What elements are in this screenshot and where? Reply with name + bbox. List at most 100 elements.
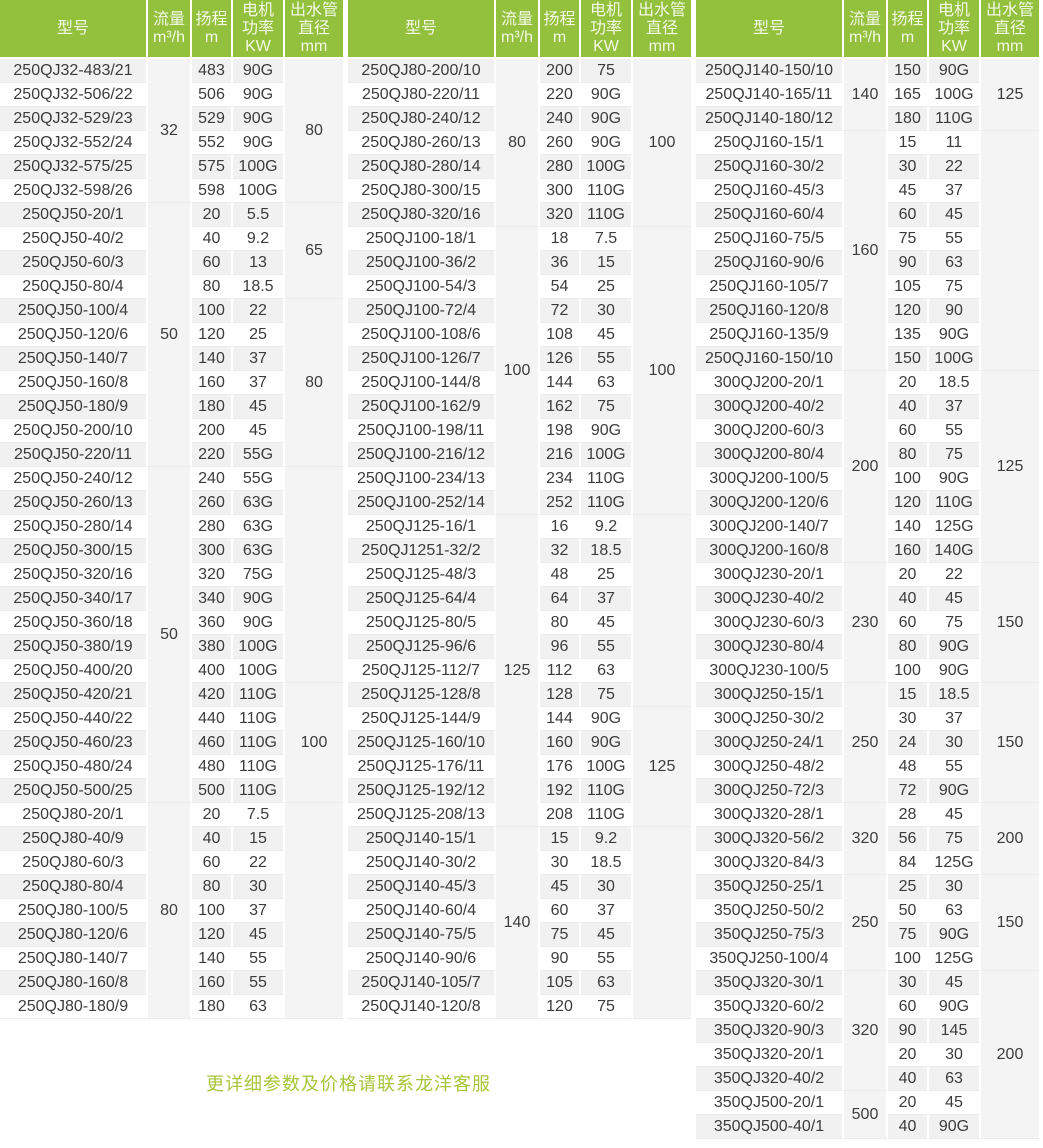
head-cell: 48 bbox=[540, 563, 581, 587]
table-row: 250QJ100-198/11 198 90G bbox=[348, 419, 693, 443]
head-cell: 80 bbox=[888, 635, 929, 659]
head-cell: 280 bbox=[192, 515, 233, 539]
model-cell: 250QJ50-320/16 bbox=[0, 563, 148, 587]
model-cell: 250QJ140-120/8 bbox=[348, 995, 496, 1019]
model-cell: 250QJ80-20/1 bbox=[0, 803, 148, 827]
head-cell: 105 bbox=[888, 275, 929, 299]
outlet-cell: 200 bbox=[981, 971, 1041, 1139]
head-cell: 64 bbox=[540, 587, 581, 611]
table-row: 300QJ250-72/3 72 90G bbox=[696, 779, 1041, 803]
head-cell: 15 bbox=[888, 683, 929, 707]
power-cell: 22 bbox=[929, 155, 981, 179]
table-row: 300QJ200-20/1 200 20 18.5 125 bbox=[696, 371, 1041, 563]
power-cell: 90G bbox=[929, 995, 981, 1019]
outlet-cell: 65 bbox=[285, 203, 345, 299]
table-row: 250QJ50-260/13 260 63G bbox=[0, 491, 345, 515]
table-row: 250QJ140-165/11 165 100G bbox=[696, 83, 1041, 107]
power-cell: 110G bbox=[581, 203, 633, 227]
table-row: 250QJ100-252/14 252 110G bbox=[348, 491, 693, 515]
column-header-flow: 流量 m³/h bbox=[844, 0, 888, 59]
power-cell: 125G bbox=[929, 947, 981, 971]
table-row: 250QJ50-20/1 50 20 5.5 65 bbox=[0, 203, 345, 467]
power-cell: 75 bbox=[581, 995, 633, 1019]
outlet-cell: 100 bbox=[633, 227, 693, 515]
model-cell: 350QJ320-90/3 bbox=[696, 1019, 844, 1043]
model-cell: 300QJ250-24/1 bbox=[696, 731, 844, 755]
model-cell: 250QJ140-180/12 bbox=[696, 107, 844, 131]
table-row: 250QJ100-216/12 216 100G bbox=[348, 443, 693, 467]
head-cell: 75 bbox=[540, 923, 581, 947]
table-row: 250QJ100-18/1 100 18 7.5 100 bbox=[348, 227, 693, 515]
column-header-outlet: 出水管 直径 mm bbox=[633, 0, 693, 59]
table-row: 300QJ230-40/2 40 45 bbox=[696, 587, 1041, 611]
table-row: 250QJ32-575/25 575 100G bbox=[0, 155, 345, 179]
model-cell: 250QJ32-506/22 bbox=[0, 83, 148, 107]
power-cell: 30 bbox=[929, 875, 981, 899]
head-cell: 380 bbox=[192, 635, 233, 659]
pump-spec-table-left: 型号 流量 m³/h 扬程 m 电机 功率 KW 出水管 直径 mm 250QJ32-483/21 32… bbox=[0, 0, 345, 1019]
table-row: 250QJ125-80/5 80 45 bbox=[348, 611, 693, 635]
power-cell: 100G bbox=[233, 659, 285, 683]
head-cell: 40 bbox=[888, 395, 929, 419]
table-row: 300QJ200-120/6 120 110G bbox=[696, 491, 1041, 515]
head-cell: 20 bbox=[888, 1043, 929, 1067]
power-cell: 37 bbox=[233, 899, 285, 923]
model-cell: 300QJ200-160/8 bbox=[696, 539, 844, 563]
power-cell: 22 bbox=[929, 563, 981, 587]
table-row: 250QJ50-500/25 500 110G bbox=[0, 779, 345, 803]
power-cell: 90G bbox=[581, 707, 633, 731]
head-cell: 28 bbox=[888, 803, 929, 827]
head-cell: 120 bbox=[192, 323, 233, 347]
table-row: 250QJ50-460/23 460 110G bbox=[0, 731, 345, 755]
head-cell: 24 bbox=[888, 731, 929, 755]
head-cell: 480 bbox=[192, 755, 233, 779]
table-row: 250QJ140-90/6 90 55 bbox=[348, 947, 693, 971]
model-cell: 250QJ50-420/21 bbox=[0, 683, 148, 707]
outlet-cell: 150 bbox=[981, 563, 1041, 683]
model-cell: 300QJ250-30/2 bbox=[696, 707, 844, 731]
head-cell: 112 bbox=[540, 659, 581, 683]
table-row: 250QJ32-552/24 552 90G bbox=[0, 131, 345, 155]
model-cell: 250QJ80-240/12 bbox=[348, 107, 496, 131]
table-row: 300QJ230-80/4 80 90G bbox=[696, 635, 1041, 659]
column-header-model: 型号 bbox=[348, 0, 496, 59]
model-cell: 250QJ50-260/13 bbox=[0, 491, 148, 515]
power-cell: 45 bbox=[929, 803, 981, 827]
model-cell: 250QJ140-75/5 bbox=[348, 923, 496, 947]
head-cell: 280 bbox=[540, 155, 581, 179]
model-cell: 250QJ160-120/8 bbox=[696, 299, 844, 323]
model-cell: 250QJ1251-32/2 bbox=[348, 539, 496, 563]
flow-cell: 140 bbox=[844, 59, 888, 131]
head-cell: 30 bbox=[888, 155, 929, 179]
table-row: 250QJ160-135/9 135 90G bbox=[696, 323, 1041, 347]
table-row: 250QJ80-220/11 220 90G bbox=[348, 83, 693, 107]
outlet-cell bbox=[285, 803, 345, 1019]
outlet-cell bbox=[285, 467, 345, 683]
model-cell: 350QJ320-20/1 bbox=[696, 1043, 844, 1067]
model-cell: 250QJ160-75/5 bbox=[696, 227, 844, 251]
head-cell: 160 bbox=[540, 731, 581, 755]
power-cell: 13 bbox=[233, 251, 285, 275]
table-row: 250QJ50-240/12 50 240 55G bbox=[0, 467, 345, 803]
model-cell: 250QJ80-80/4 bbox=[0, 875, 148, 899]
model-cell: 250QJ50-500/25 bbox=[0, 779, 148, 803]
model-cell: 250QJ100-36/2 bbox=[348, 251, 496, 275]
power-cell: 140G bbox=[929, 539, 981, 563]
head-cell: 220 bbox=[540, 83, 581, 107]
model-cell: 300QJ200-140/7 bbox=[696, 515, 844, 539]
table-row: 250QJ80-240/12 240 90G bbox=[348, 107, 693, 131]
model-cell: 250QJ50-100/4 bbox=[0, 299, 148, 323]
column-header-outlet: 出水管 直径 mm bbox=[285, 0, 345, 59]
power-cell: 75 bbox=[929, 827, 981, 851]
head-cell: 20 bbox=[192, 203, 233, 227]
table-row: 250QJ50-60/3 60 13 bbox=[0, 251, 345, 275]
head-cell: 165 bbox=[888, 83, 929, 107]
power-cell: 11 bbox=[929, 131, 981, 155]
head-cell: 72 bbox=[540, 299, 581, 323]
table-row: 300QJ320-28/1 320 28 45 200 bbox=[696, 803, 1041, 875]
table-row: 300QJ250-15/1 250 15 18.5 150 bbox=[696, 683, 1041, 803]
model-cell: 250QJ32-483/21 bbox=[0, 59, 148, 83]
head-cell: 30 bbox=[888, 971, 929, 995]
power-cell: 55 bbox=[233, 947, 285, 971]
head-cell: 60 bbox=[192, 851, 233, 875]
